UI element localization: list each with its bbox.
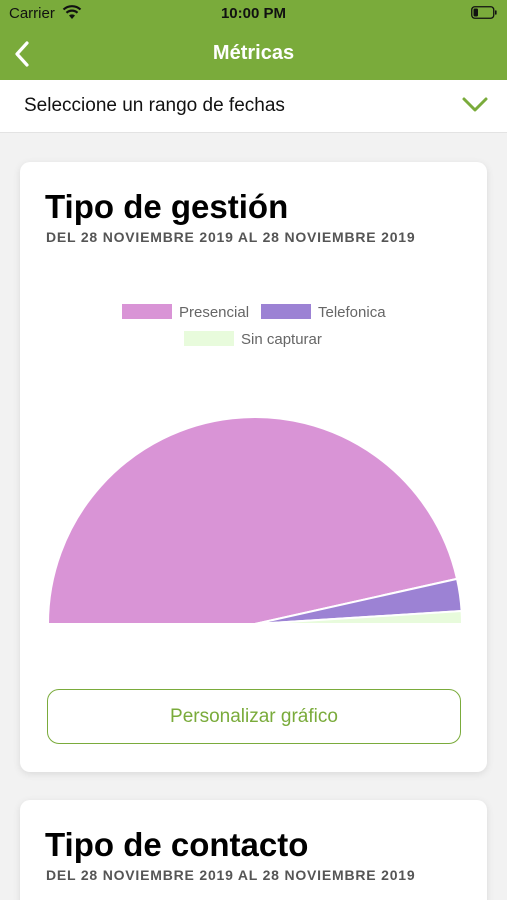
customize-chart-button[interactable]: Personalizar gráfico	[47, 689, 461, 744]
card-date-range: DEL 28 NOVIEMBRE 2019 AL 28 NOVIEMBRE 20…	[46, 867, 416, 883]
pie-slice-presencial	[46, 416, 459, 625]
date-range-label: Seleccione un rango de fechas	[24, 95, 285, 116]
card-title: Tipo de gestión	[45, 188, 289, 225]
battery-icon	[471, 6, 497, 19]
legend-item-presencial: Presencial	[122, 304, 249, 321]
legend-swatch	[184, 331, 234, 346]
pie-chart	[46, 416, 464, 625]
chevron-down-icon	[462, 97, 488, 112]
page-title: Métricas	[212, 42, 295, 64]
legend-label: Sin capturar	[241, 331, 322, 348]
card-date-range: DEL 28 NOVIEMBRE 2019 AL 28 NOVIEMBRE 20…	[46, 229, 416, 245]
legend-label: Telefonica	[318, 304, 386, 321]
status-time: 10:00 PM	[220, 5, 287, 22]
status-bar: Carrier 10:00 PM	[0, 0, 507, 28]
contact-type-card: Tipo de contacto DEL 28 NOVIEMBRE 2019 A…	[20, 800, 487, 900]
pie-slice-sin-capturar	[254, 609, 464, 625]
legend-item-telefonica: Telefonica	[261, 304, 386, 321]
card-title: Tipo de contacto	[45, 826, 309, 863]
date-range-selector[interactable]: Seleccione un rango de fechas	[0, 80, 507, 133]
legend-swatch	[261, 304, 311, 319]
back-chevron-icon[interactable]	[6, 36, 42, 72]
legend-label: Presencial	[179, 304, 250, 321]
legend-item-sin-capturar: Sin capturar	[184, 331, 322, 348]
carrier-label: Carrier	[9, 5, 55, 22]
wifi-icon	[62, 5, 82, 19]
management-type-card: Tipo de gestión DEL 28 NOVIEMBRE 2019 AL…	[20, 162, 487, 772]
legend-swatch	[122, 304, 172, 319]
navigation-bar: Métricas	[0, 28, 507, 80]
